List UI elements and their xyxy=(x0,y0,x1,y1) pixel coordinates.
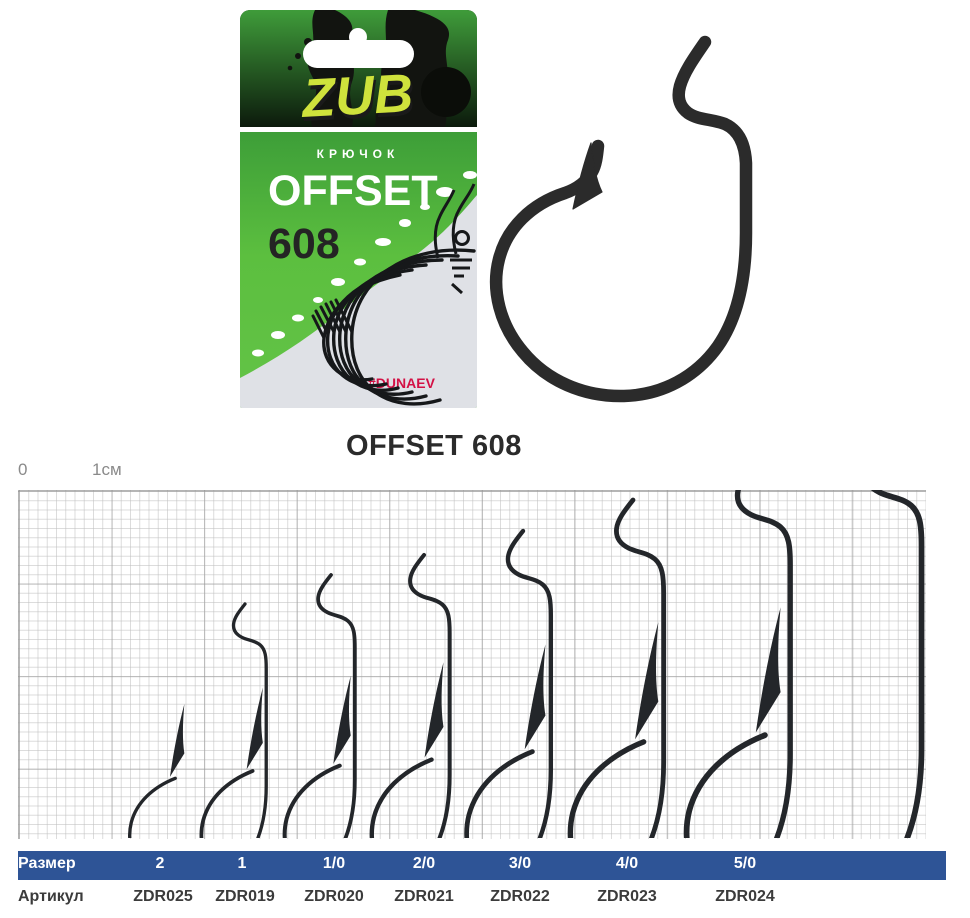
svg-text:ZUB: ZUB xyxy=(299,63,415,129)
svg-text:КРЮЧОК: КРЮЧОК xyxy=(317,147,400,161)
svg-text:OFFSET: OFFSET xyxy=(268,167,438,215)
svg-text:608: 608 xyxy=(268,220,340,268)
